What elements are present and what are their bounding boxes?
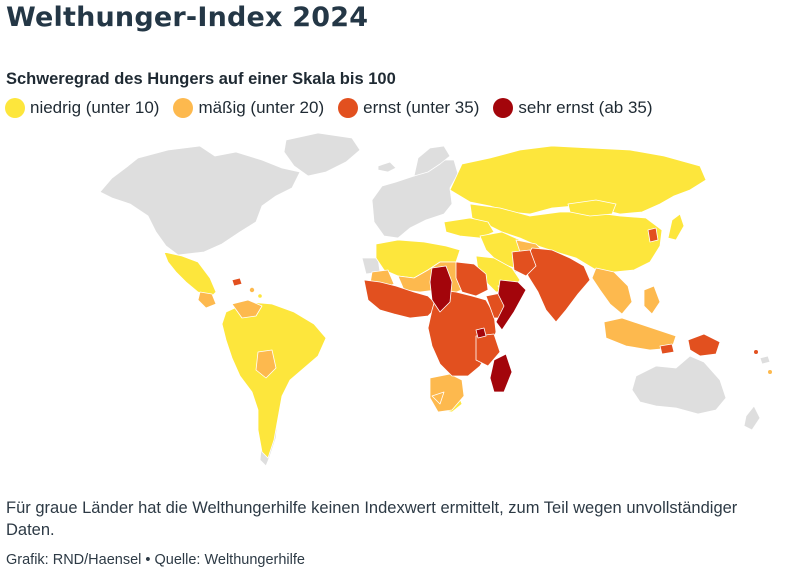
map-pacific-islands — [759, 355, 771, 365]
footnote: Für graue Länder hat die Welthungerhilfe… — [6, 499, 738, 539]
map-north-korea — [647, 227, 659, 243]
legend-item-alarming: sehr ernst (ab 35) — [493, 98, 653, 118]
map-scandinavia — [413, 145, 451, 177]
map-madagascar — [489, 353, 513, 393]
map-greenland — [283, 132, 361, 177]
map-guatemala-honduras — [197, 291, 217, 309]
map-indonesia — [603, 317, 677, 351]
map-bolivia-paraguay — [255, 349, 277, 379]
legend-swatch-low — [5, 98, 25, 118]
map-mongolia — [567, 199, 617, 217]
map-new-zealand — [743, 405, 761, 431]
map-australia — [631, 355, 727, 415]
map-papua-new-guinea — [687, 333, 721, 357]
map-philippines — [643, 285, 661, 315]
map-timor — [659, 343, 675, 355]
map-europe — [371, 159, 459, 239]
map-russia — [449, 145, 707, 215]
map-south-america — [221, 301, 327, 459]
legend-swatch-serious — [338, 98, 359, 118]
map-somalia — [495, 279, 527, 331]
map-burundi — [475, 327, 487, 339]
map-southeast-asia — [591, 267, 633, 315]
legend-label-alarming: sehr ernst (ab 35) — [518, 98, 653, 117]
map-haiti — [231, 277, 243, 287]
legend-label-low: niedrig (unter 10) — [30, 98, 160, 117]
legend-swatch-alarming — [493, 98, 514, 118]
map-pacific-island-2 — [768, 370, 772, 374]
legend-label-serious: ernst (unter 35) — [363, 98, 480, 117]
map-north-america — [99, 145, 301, 256]
chart-title: Welthunger-Index 2024 — [6, 2, 369, 33]
chart-subtitle: Schweregrad des Hungers auf einer Skala … — [6, 70, 396, 88]
map-iceland — [377, 161, 397, 173]
map-japan — [667, 213, 685, 241]
world-map — [99, 132, 772, 467]
map-sudan — [455, 261, 489, 297]
map-venezuela-colombia — [231, 299, 263, 319]
map-chad — [429, 265, 453, 313]
legend: niedrig (unter 10) mäßig (unter 20) erns… — [5, 98, 667, 118]
map-east-africa-south — [475, 333, 501, 367]
map-pacific-island — [754, 350, 758, 354]
map-caribbean-island — [249, 287, 255, 293]
map-caribbean-island-2 — [258, 294, 262, 298]
map-madagascar-south — [431, 391, 445, 405]
map-afghanistan-pakistan — [511, 249, 537, 277]
map-india — [523, 247, 591, 323]
legend-item-serious: ernst (unter 35) — [338, 98, 479, 118]
legend-item-low: niedrig (unter 10) — [5, 98, 159, 118]
legend-item-moderate: mäßig (unter 20) — [173, 98, 324, 118]
legend-swatch-moderate — [173, 98, 194, 118]
credit-line: Grafik: RND/Haensel • Quelle: Welthunger… — [6, 552, 305, 568]
map-mexico-central — [163, 251, 217, 299]
legend-label-moderate: mäßig (unter 20) — [198, 98, 325, 117]
